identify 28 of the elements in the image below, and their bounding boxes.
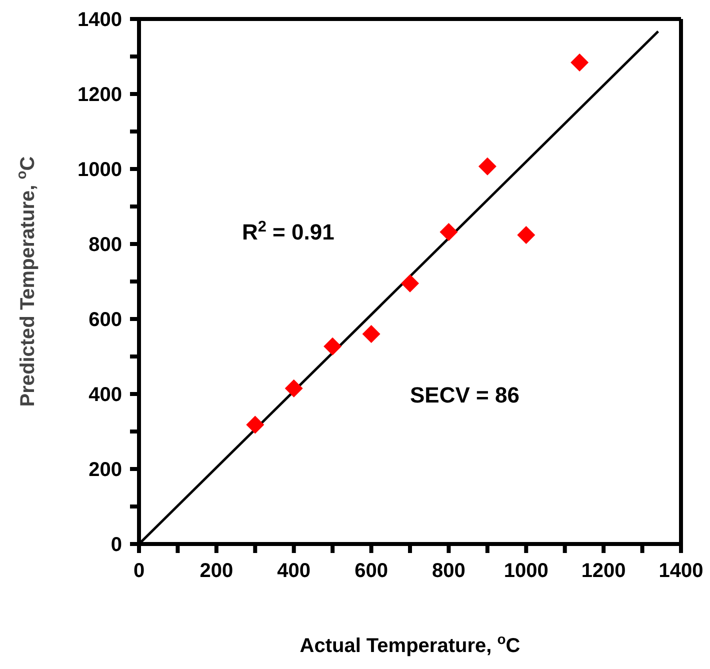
- point: [570, 54, 589, 72]
- point: [362, 325, 380, 343]
- x-tick-label: 1200: [581, 560, 626, 582]
- y-tick-label: 1200: [78, 84, 122, 106]
- point: [284, 379, 303, 398]
- annotation: R$^{2}$ = 0.91: [242, 218, 334, 244]
- point: [246, 416, 264, 434]
- point: [517, 226, 536, 244]
- point: [440, 223, 458, 241]
- annotation: SECV = 86: [410, 382, 520, 408]
- y-tick-label: 1000: [78, 159, 122, 182]
- y-tick-label: 1400: [78, 9, 122, 32]
- point: [401, 274, 419, 292]
- x-tick-label: 400: [277, 560, 311, 582]
- x-tick-label: 600: [354, 560, 388, 582]
- y-tick-label: 200: [88, 459, 122, 482]
- x-tick-label: 200: [200, 560, 234, 582]
- x-tick-label: 800: [432, 560, 466, 582]
- x-tick-label: 0: [133, 560, 145, 582]
- point: [478, 157, 496, 176]
- x-tick-label: 1000: [504, 560, 548, 582]
- y-tick-label: 800: [88, 234, 122, 256]
- y-tick-label: 600: [88, 309, 122, 332]
- y-tick-label: 400: [88, 384, 122, 406]
- x-axis-title: Actual Temperature, $^{o}$C: [300, 631, 520, 657]
- y-tick-label: 0: [110, 534, 122, 556]
- x-tick-label: 1400: [658, 560, 704, 582]
- point: [324, 337, 342, 356]
